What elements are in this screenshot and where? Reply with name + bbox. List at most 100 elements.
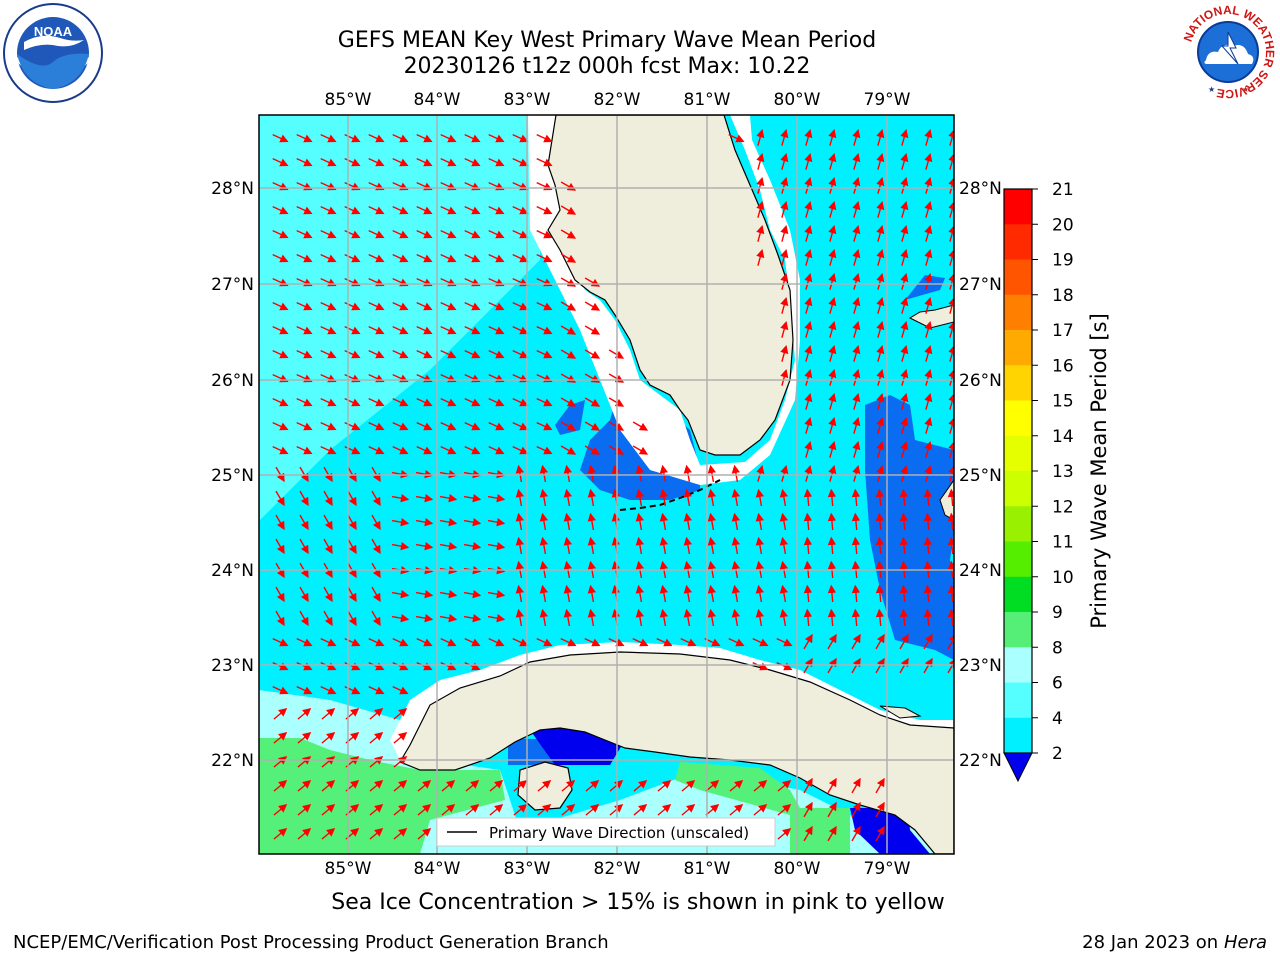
wave-arrow bbox=[392, 301, 409, 311]
wave-arrow bbox=[416, 445, 433, 455]
wave-arrow bbox=[707, 608, 716, 627]
wave-arrow bbox=[299, 466, 309, 483]
wave-arrow bbox=[369, 804, 384, 816]
wave-arrow bbox=[464, 325, 481, 335]
wave-arrow bbox=[851, 825, 861, 842]
wave-arrow bbox=[297, 804, 312, 816]
wave-arrow bbox=[707, 488, 716, 507]
wave-arrow bbox=[464, 349, 481, 359]
wave-arrow bbox=[272, 205, 289, 215]
wave-arrow bbox=[371, 586, 381, 603]
wave-arrow bbox=[852, 464, 861, 482]
wave-arrow bbox=[272, 445, 289, 455]
colorbar-extend bbox=[1003, 752, 1033, 783]
wave-arrow bbox=[275, 514, 285, 531]
wave-arrow bbox=[899, 608, 909, 627]
wave-arrow bbox=[876, 248, 885, 266]
wave-arrow bbox=[487, 518, 506, 527]
wave-arrow bbox=[659, 464, 668, 483]
wave-arrow bbox=[752, 661, 769, 671]
wave-arrow bbox=[393, 708, 408, 720]
wave-arrow bbox=[416, 301, 433, 311]
wave-arrow bbox=[465, 804, 480, 816]
wave-arrow bbox=[537, 804, 552, 816]
wave-arrow bbox=[539, 488, 548, 507]
lon-label-top: 85°W bbox=[325, 90, 372, 110]
wave-arrow bbox=[539, 536, 548, 555]
wave-arrow bbox=[391, 542, 410, 551]
wave-arrow bbox=[729, 780, 744, 792]
wave-arrow bbox=[296, 685, 313, 695]
wave-arrow bbox=[899, 657, 909, 674]
wave-arrow bbox=[804, 152, 813, 170]
wave-arrow bbox=[368, 325, 385, 335]
wave-arrow bbox=[633, 804, 648, 816]
wave-arrow bbox=[827, 608, 837, 627]
colorbar-segment bbox=[1004, 435, 1032, 472]
colorbar-tick-label: 9 bbox=[1052, 603, 1063, 623]
wave-arrow bbox=[705, 780, 720, 792]
wave-arrow bbox=[899, 584, 909, 603]
wave-arrow bbox=[635, 464, 644, 483]
wave-arrow bbox=[393, 804, 408, 816]
wave-arrow bbox=[776, 637, 793, 647]
wave-arrow bbox=[368, 349, 385, 359]
wave-arrow bbox=[852, 200, 861, 218]
wave-arrow bbox=[536, 205, 553, 215]
wave-arrow bbox=[563, 512, 572, 531]
wave-arrow bbox=[731, 608, 740, 627]
lat-label-right: 27°N bbox=[959, 275, 1002, 295]
map-frame bbox=[258, 114, 955, 855]
wave-arrow bbox=[875, 584, 885, 603]
wave-arrow bbox=[439, 614, 458, 623]
wave-arrow bbox=[900, 200, 909, 218]
colorbar-segment bbox=[1004, 330, 1032, 366]
ocean-lt2s-se bbox=[850, 808, 930, 854]
wave-arrow bbox=[875, 777, 885, 794]
wave-arrow bbox=[852, 392, 861, 410]
wave-arrow bbox=[368, 685, 385, 695]
colorbar-segment bbox=[1004, 576, 1032, 613]
wave-arrow bbox=[852, 128, 861, 146]
wave-arrow bbox=[536, 133, 553, 143]
wave-arrow bbox=[609, 780, 624, 792]
wave-arrow bbox=[272, 229, 289, 239]
footer-machine: Hera bbox=[1223, 932, 1267, 953]
wave-arrow bbox=[320, 253, 337, 263]
wave-arrow bbox=[851, 584, 861, 603]
wave-arrow bbox=[924, 320, 933, 338]
wave-arrow bbox=[900, 368, 909, 386]
colorbar-tick-label: 6 bbox=[1052, 674, 1063, 694]
wave-arrow bbox=[296, 205, 313, 215]
wave-arrow bbox=[587, 464, 596, 483]
wave-arrow bbox=[899, 488, 909, 507]
lon-labels-bottom: 85°W 84°W 83°W 82°W 81°W 80°W 79°W bbox=[325, 859, 911, 879]
florida-keys bbox=[619, 479, 721, 511]
ocean-9-10s-sw bbox=[259, 738, 505, 854]
wave-arrow bbox=[560, 637, 577, 647]
wave-arrow bbox=[296, 445, 313, 455]
wave-arrow bbox=[875, 825, 885, 842]
wave-arrow bbox=[756, 200, 765, 218]
lon-label-bottom: 80°W bbox=[774, 859, 821, 879]
wave-arrow bbox=[876, 296, 885, 314]
wave-arrow bbox=[296, 637, 313, 647]
wave-arrow bbox=[828, 272, 837, 290]
wave-arrow bbox=[923, 536, 933, 555]
wave-arrow bbox=[707, 584, 716, 603]
wave-arrow bbox=[371, 610, 381, 627]
wave-arrow bbox=[780, 272, 789, 290]
wave-arrow bbox=[464, 445, 481, 455]
wave-arrow bbox=[756, 248, 765, 266]
wave-arrow bbox=[440, 661, 457, 671]
wave-arrow bbox=[683, 464, 692, 483]
colorbar-segment bbox=[1004, 471, 1032, 507]
wave-arrow bbox=[488, 445, 505, 455]
wave-arrow bbox=[924, 128, 933, 146]
wave-arrow bbox=[584, 445, 601, 455]
wave-arrow bbox=[707, 512, 716, 531]
wave-arrow bbox=[320, 421, 337, 431]
wave-arrow bbox=[515, 536, 524, 555]
wave-arrow bbox=[487, 494, 506, 503]
wave-arrow bbox=[273, 780, 288, 792]
